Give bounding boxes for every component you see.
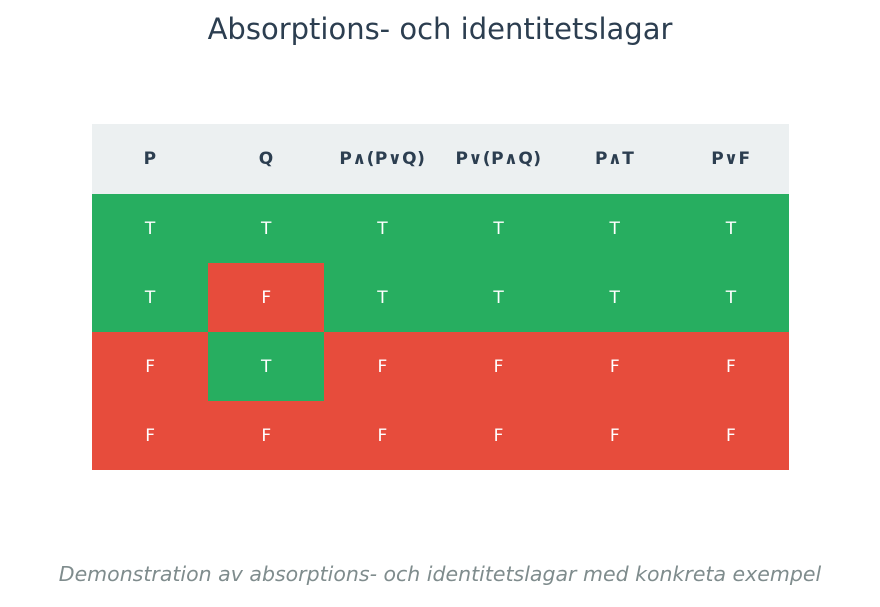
table-cell: F: [556, 401, 673, 470]
column-header: P∨F: [672, 124, 789, 194]
column-header: P∨(P∧Q): [440, 124, 557, 194]
table-cell: T: [324, 263, 441, 332]
table-cell: T: [92, 194, 209, 263]
column-header: P∧T: [556, 124, 673, 194]
table-cell: F: [324, 332, 441, 401]
table-cell: F: [440, 401, 557, 470]
table-cell: T: [672, 263, 789, 332]
table-cell: T: [556, 263, 673, 332]
table-cell: F: [672, 332, 789, 401]
table-cell: T: [208, 332, 325, 401]
table-cell: F: [92, 332, 209, 401]
table-cell: T: [556, 194, 673, 263]
table-cell: T: [440, 263, 557, 332]
table-cell: F: [324, 401, 441, 470]
page-title: Absorptions- och identitetslagar: [207, 12, 673, 46]
table-row: T T T T T T: [92, 194, 789, 263]
subtitle: Demonstration av absorptions- och identi…: [58, 562, 822, 586]
table-row: F T F F F F: [92, 332, 789, 401]
table-cell: T: [672, 194, 789, 263]
column-header: P: [92, 124, 209, 194]
column-header: Q: [208, 124, 325, 194]
table-cell: T: [324, 194, 441, 263]
table-cell: F: [92, 401, 209, 470]
table-cell: T: [92, 263, 209, 332]
table-cell: F: [208, 401, 325, 470]
table-cell: F: [556, 332, 673, 401]
table-cell: F: [440, 332, 557, 401]
truth-table: P Q P∧(P∨Q) P∨(P∧Q) P∧T P∨F T T T T T T …: [92, 124, 789, 470]
header-row: P Q P∧(P∨Q) P∨(P∧Q) P∧T P∨F: [92, 124, 789, 194]
column-header: P∧(P∨Q): [324, 124, 441, 194]
table-row: T F T T T T: [92, 263, 789, 332]
table-row: F F F F F F: [92, 401, 789, 470]
table-cell: T: [208, 194, 325, 263]
table-cell: T: [440, 194, 557, 263]
table-cell: F: [208, 263, 325, 332]
table-cell: F: [672, 401, 789, 470]
